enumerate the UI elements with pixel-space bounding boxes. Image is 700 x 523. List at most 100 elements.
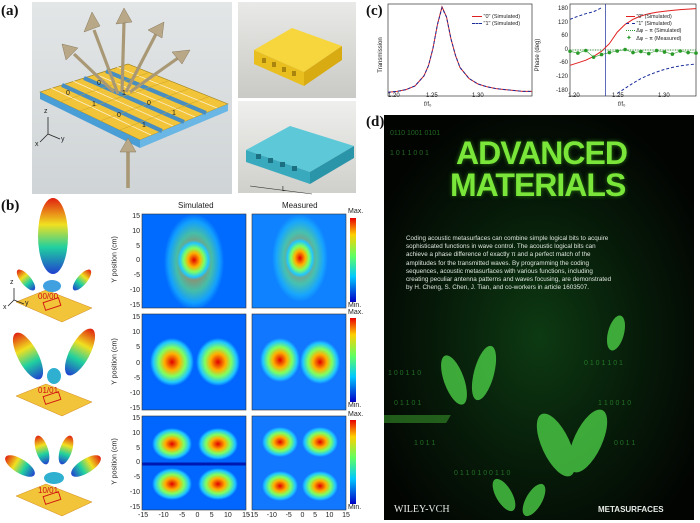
series-line — [569, 49, 697, 58]
y-tick: -10 — [129, 286, 140, 294]
cover-art: 0110 1001 0101 1 0 1 1 0 0 1 1 0 0 1 1 0 0… — [384, 115, 694, 520]
y-tick: 15 — [132, 314, 140, 321]
y-tick: 180 — [557, 6, 568, 12]
cover-blurb: Coding acoustic metasurfaces can combine… — [406, 235, 612, 292]
y-ticks-row3: 15 10 5 0 -5 -10 -15 — [126, 412, 140, 516]
y-tick: -180 — [555, 87, 568, 94]
y-tick: -15 — [129, 301, 140, 309]
x-tick: -5 — [285, 512, 292, 519]
board-bit-3: 1 — [142, 122, 146, 129]
series-line — [569, 8, 697, 66]
code-label-3: 10/01 — [38, 486, 59, 495]
y-tick: 5 — [136, 444, 140, 452]
y-axis-label-row1: Y position (cm) — [111, 236, 119, 283]
green-grid-tiles — [384, 415, 451, 423]
board-bit-5: 1 — [122, 90, 126, 97]
heatmap-meas-row3 — [252, 416, 346, 510]
y-tick: 0 — [136, 359, 140, 367]
y-tick: -15 — [129, 503, 140, 511]
svg-text:0 1 1 0 1: 0 1 1 0 1 — [394, 400, 421, 407]
panel-b-graphics — [5, 198, 356, 517]
colorbar-min-row3: Min. — [348, 504, 362, 511]
series-line — [387, 6, 532, 93]
board-bit-7: 1 — [172, 110, 176, 117]
y-tick: 0 — [564, 46, 568, 53]
y-tick: 5 — [136, 344, 140, 352]
y-ticks-row1: 15 10 5 0 -5 -10 -15 — [126, 210, 140, 314]
radiation-pattern-01-01 — [12, 328, 96, 417]
legend-label: "0" (Simulated) — [636, 14, 672, 20]
axis-z-label-b: z — [10, 279, 14, 286]
axis-y-label-a: y — [61, 136, 65, 143]
panel-c-charts — [387, 3, 698, 97]
legend-label: "0" (Simulated) — [483, 14, 521, 20]
journal-cover: 0110 1001 0101 1 0 1 1 0 0 1 1 0 0 1 1 0 0… — [384, 115, 694, 520]
legend-item: "1" (Simulated) — [626, 21, 681, 28]
x-tick: 15 — [342, 512, 350, 519]
x-tick: 0 — [300, 512, 305, 519]
svg-text:0110 1001 0101: 0110 1001 0101 — [390, 130, 440, 137]
panel-b: (b) Simulated Measured Y position (cm) Y… — [0, 196, 372, 523]
x-tick: 15 — [242, 512, 250, 519]
heatmap-sim-row2 — [142, 314, 246, 410]
cyan-sample — [246, 126, 354, 195]
x-tick: 1.30 — [472, 93, 484, 99]
radiation-pattern-10-01 — [5, 435, 101, 517]
svg-text:1 0 1 1: 1 0 1 1 — [414, 440, 436, 447]
x-ticks-sim: -15 -10 -5 0 5 10 15 — [138, 512, 250, 519]
board-bit-4: 0 — [97, 80, 101, 87]
x-tick: 1.20 — [388, 93, 400, 99]
legend-item: "0" (Simulated) — [626, 14, 681, 21]
y-tick: -60 — [559, 60, 568, 67]
svg-text:0 0 1 1: 0 0 1 1 — [614, 440, 636, 447]
board-bit-2: 0 — [117, 112, 121, 119]
axis-x-label-b: x — [3, 304, 7, 311]
y-tick: -10 — [129, 390, 140, 398]
cover-title-line2: MATERIALS — [450, 167, 626, 203]
heatmap-sim-row1 — [142, 214, 246, 310]
y-tick: 10 — [132, 227, 140, 235]
glowing-lobes — [441, 315, 626, 517]
y-tick: 10 — [132, 429, 140, 437]
legend-label: "1" (Simulated) — [636, 21, 672, 27]
legend-label: Δφ − π (Measured) — [636, 35, 682, 42]
axis-y-label-b: y — [25, 300, 29, 307]
legend-item: ✦ Δφ − π (Measured) — [626, 35, 682, 42]
panel-label-b: (b) — [1, 198, 20, 214]
legend-label: Δφ − π (Simulated) — [636, 28, 682, 34]
y-tick: -5 — [133, 374, 140, 382]
x-tick: -10 — [266, 512, 277, 519]
svg-text:1 0 1 1 0 0 1: 1 0 1 1 0 0 1 — [390, 150, 429, 157]
legend-item: "1" (Simulated) — [472, 21, 520, 28]
col-title-simulated: Simulated — [178, 201, 214, 210]
svg-text:0 1 0 1 1 0 1: 0 1 0 1 1 0 1 — [584, 360, 623, 367]
heatmap-frames — [141, 213, 347, 511]
x-tick: 0 — [195, 512, 200, 519]
y-tick: 0 — [136, 257, 140, 265]
series-line — [569, 7, 697, 94]
data-point — [568, 49, 572, 54]
board-bit-0: 0 — [66, 90, 70, 97]
colorbar-row2 — [350, 318, 356, 402]
wave-arrows — [61, 7, 191, 188]
x-tick: 5 — [209, 512, 214, 519]
c-right-y-ticks: 180 120 60 0 -60 -120 -180 — [548, 3, 568, 98]
legend-item: "0" (Simulated) — [472, 14, 520, 21]
heatmap-meas-row2 — [252, 314, 346, 410]
code-label-2: 01/01 — [38, 386, 59, 395]
colorbar-max-row3: Max. — [348, 411, 364, 418]
panel-label-d: (d) — [366, 114, 385, 130]
c-right-y-label: Phase (deg) — [535, 38, 541, 72]
axis-z-label-a: z — [44, 108, 48, 115]
panel-a-illustration — [39, 7, 354, 195]
axes-triad-b — [7, 288, 25, 307]
svg-text:1 1 0 0 1 0: 1 1 0 0 1 0 — [598, 400, 631, 407]
panel-label-a: (a) — [1, 3, 19, 19]
svg-text:1 0 0 1 1 0: 1 0 0 1 1 0 — [388, 370, 421, 377]
x-tick: 1.25 — [426, 93, 438, 99]
cover-publisher: WILEY-VCH — [394, 504, 450, 515]
x-tick: -5 — [178, 512, 186, 519]
metasurface-board — [39, 63, 229, 148]
colorbar-min-row1: Min. — [348, 302, 362, 309]
plot-frame-0 — [387, 3, 533, 97]
